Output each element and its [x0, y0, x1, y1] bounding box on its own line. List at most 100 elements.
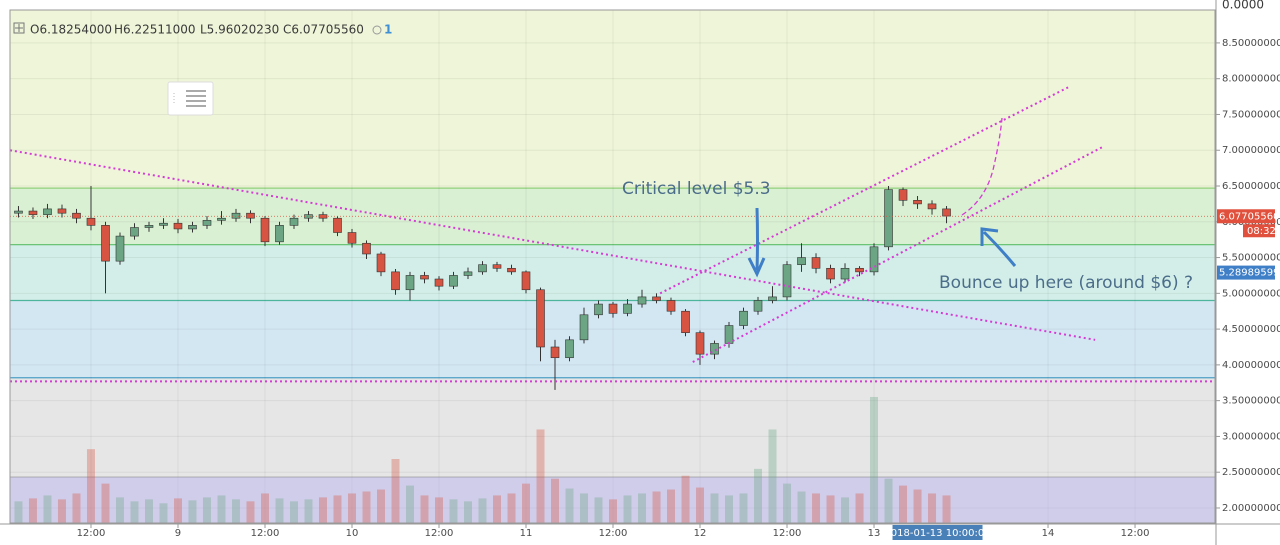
candle-body: [333, 217, 342, 233]
volume-bar: [333, 495, 342, 523]
x-tick-label: 12:00: [425, 528, 454, 539]
volume-bar: [43, 495, 52, 523]
volume-bar: [768, 429, 777, 523]
volume-bar: [435, 497, 444, 523]
volume-pane: [9, 476, 1216, 524]
volume-bar: [812, 493, 821, 523]
candle-body: [652, 296, 661, 301]
collapse-icon[interactable]: [13, 22, 25, 34]
volume-bar: [507, 493, 516, 523]
candle-body: [942, 208, 951, 217]
arrow-head: [747, 257, 766, 278]
annotation: Bounce up here (around $6) ?: [939, 273, 1193, 293]
candle-body: [826, 267, 835, 280]
volume-bar: [260, 493, 269, 523]
arrow: [755, 207, 759, 271]
candle-body: [623, 303, 632, 314]
volume-bar: [347, 493, 356, 523]
x-tick-label: 12:00: [251, 528, 280, 539]
volume-bar: [623, 495, 632, 523]
candle-body: [362, 242, 371, 255]
candle-body: [492, 264, 502, 269]
volume-bar: [231, 499, 240, 523]
volume-bar: [362, 491, 371, 523]
x-tick-label: 12:00: [773, 528, 802, 539]
candle-body: [57, 208, 67, 214]
candle-body: [202, 220, 212, 226]
candle-body: [405, 275, 415, 291]
volume-bar: [405, 485, 414, 523]
ohlc-open: O6.18254000: [30, 23, 112, 37]
candle-body: [347, 232, 357, 244]
top-label: 0.0000: [1222, 0, 1264, 12]
ohlc-close: C6.07705560: [283, 23, 364, 37]
candle-body: [521, 271, 531, 291]
volume-bar: [710, 493, 719, 523]
candle-body: [449, 275, 458, 287]
x-tick-label: 10: [346, 528, 359, 539]
x-tick-label: 12: [694, 528, 707, 539]
volume-bar: [841, 497, 850, 523]
arrow-head: [980, 227, 999, 246]
candle-body: [43, 208, 52, 215]
plot: [14, 186, 951, 390]
candle-body: [608, 303, 618, 314]
volume-bar: [826, 495, 835, 523]
toolbar-button[interactable]: [167, 81, 214, 116]
candle-body: [579, 314, 589, 341]
x-tick-label: 11: [520, 528, 533, 539]
volume-bar: [551, 478, 560, 523]
crosshair-date: 2018-01-13 10:00:00: [884, 528, 990, 539]
candle-body: [72, 212, 81, 219]
volume-bar: [72, 493, 81, 523]
candle-body: [217, 217, 226, 221]
countdown-box: [1243, 224, 1275, 238]
candle-body: [782, 264, 792, 298]
candle-body: [840, 267, 850, 280]
price-band: [10, 244, 1215, 301]
candle-body: [681, 310, 690, 333]
price-label: 6.07705560: [1219, 211, 1279, 222]
volume-bar: [275, 498, 284, 523]
volume-bar: [159, 503, 168, 523]
candle-body: [275, 225, 284, 243]
price-label: 5.28989599: [1219, 268, 1279, 279]
y-tick-label: 2.50000000: [1222, 467, 1280, 478]
volume-bar: [594, 497, 603, 523]
candle-body: [173, 222, 183, 230]
arrow: [982, 230, 1017, 267]
candle-body: [666, 300, 676, 312]
volume-bar: [115, 497, 124, 523]
volume-bar: [202, 497, 211, 523]
y-tick-label: 7.00000000: [1222, 145, 1280, 156]
y-tick-label: 3.00000000: [1222, 431, 1280, 442]
candle-body: [898, 189, 908, 201]
candle-body: [130, 227, 139, 237]
volume-bar: [797, 491, 806, 523]
candle-body: [115, 235, 125, 262]
volume-bar: [130, 501, 139, 523]
candle-body: [86, 217, 96, 226]
candle-body: [144, 225, 154, 228]
candle-body: [101, 225, 110, 262]
volume-bar: [696, 487, 705, 523]
volume-bar: [638, 493, 647, 523]
arrows: [747, 207, 1017, 278]
volume-bar: [565, 488, 574, 523]
volume-bar: [217, 495, 226, 523]
volume-bar: [899, 485, 908, 523]
candle-body: [304, 214, 313, 219]
price-band: [10, 188, 1215, 245]
price-label-box: [1217, 265, 1275, 280]
candle-body: [28, 210, 38, 215]
crosshair-date-box: [892, 525, 983, 540]
volume-bar: [57, 499, 66, 523]
trendline: [659, 86, 1069, 295]
volume-bar: [681, 475, 690, 523]
y-tick-label: 7.50000000: [1222, 109, 1280, 120]
candle-body: [376, 253, 386, 273]
candle-body: [434, 278, 444, 287]
candle-body: [478, 264, 487, 273]
